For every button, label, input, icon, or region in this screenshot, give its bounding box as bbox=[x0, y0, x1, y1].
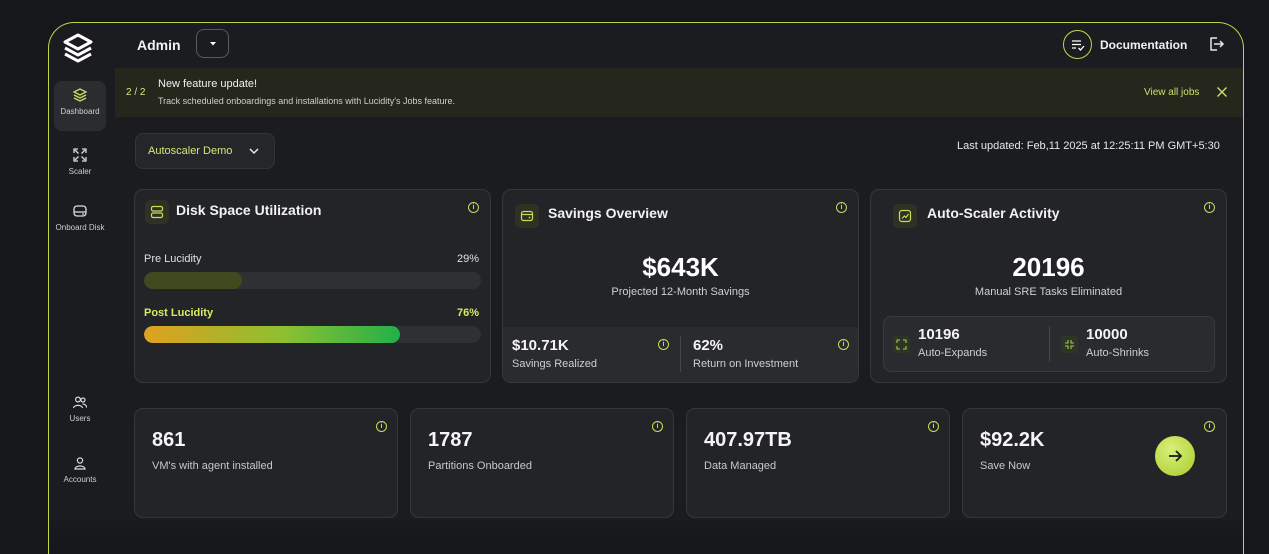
view-all-jobs-link[interactable]: View all jobs bbox=[1144, 87, 1200, 98]
stat-value: $92.2K bbox=[980, 429, 1045, 451]
stat-value: 1787 bbox=[428, 429, 473, 451]
sidebar-item-onboard-disk[interactable]: Onboard Disk bbox=[54, 197, 106, 249]
roi-label: Return on Investment bbox=[693, 358, 799, 370]
projected-savings-caption: Projected 12-Month Savings bbox=[611, 286, 750, 298]
auto-expands-value: 10196 bbox=[918, 326, 960, 343]
card-title: Disk Space Utilization bbox=[176, 202, 322, 218]
stat-value: 407.97TB bbox=[704, 429, 792, 451]
logo-icon[interactable] bbox=[61, 31, 95, 65]
stat-label: Partitions Onboarded bbox=[428, 460, 532, 472]
pre-lucidity-bar-fill bbox=[144, 272, 242, 289]
logout-icon[interactable] bbox=[1207, 35, 1225, 58]
layers-icon bbox=[72, 88, 88, 102]
disk-utilization-card: Disk Space Utilization i Pre Lucidity 29… bbox=[134, 189, 491, 383]
sidebar-item-dashboard[interactable]: Dashboard bbox=[54, 81, 106, 131]
info-icon[interactable]: i bbox=[928, 421, 939, 432]
sidebar-item-label: Dashboard bbox=[60, 107, 100, 116]
feature-banner: 2 / 2 New feature update! Track schedule… bbox=[115, 68, 1243, 117]
database-icon bbox=[145, 200, 169, 224]
bottom-fade bbox=[49, 516, 1243, 554]
disk-icon bbox=[73, 205, 87, 217]
document-check-icon bbox=[1063, 30, 1092, 59]
expand-icon bbox=[73, 148, 87, 162]
documentation-label: Documentation bbox=[1100, 37, 1188, 52]
stat-card-vms: 861 VM's with agent installed i bbox=[134, 408, 398, 518]
user-name: Admin bbox=[137, 37, 181, 53]
arrow-right-icon bbox=[1169, 450, 1183, 462]
post-lucidity-percent: 76% bbox=[457, 307, 480, 319]
post-lucidity-bar bbox=[144, 326, 481, 343]
caret-down-icon bbox=[209, 41, 216, 45]
auto-expands-label: Auto-Expands bbox=[918, 347, 988, 359]
wallet-icon bbox=[515, 204, 539, 228]
card-title: Savings Overview bbox=[548, 205, 668, 221]
sidebar-item-label: Scaler bbox=[68, 167, 92, 176]
user-icon bbox=[74, 457, 86, 470]
close-icon[interactable] bbox=[1216, 85, 1228, 103]
projected-savings-value: $643K bbox=[642, 252, 719, 282]
app-window: Dashboard Scaler Onboard Disk bbox=[48, 22, 1244, 554]
demo-selector[interactable]: Autoscaler Demo bbox=[135, 133, 275, 169]
stat-label: Data Managed bbox=[704, 460, 777, 472]
info-icon[interactable]: i bbox=[838, 339, 849, 350]
info-icon[interactable]: i bbox=[658, 339, 669, 350]
auto-shrinks-value: 10000 bbox=[1086, 326, 1128, 343]
info-icon[interactable]: i bbox=[1204, 421, 1215, 432]
banner-title: New feature update! bbox=[158, 78, 258, 90]
divider bbox=[680, 336, 681, 372]
auto-shrinks-label: Auto-Shrinks bbox=[1086, 347, 1149, 359]
pre-lucidity-bar bbox=[144, 272, 481, 289]
info-icon[interactable]: i bbox=[1204, 202, 1215, 213]
shrink-icon bbox=[1061, 336, 1078, 353]
pre-lucidity-percent: 29% bbox=[457, 253, 480, 265]
roi-value: 62% bbox=[693, 337, 724, 354]
info-icon[interactable]: i bbox=[468, 202, 479, 213]
banner-counter: 2 / 2 bbox=[126, 87, 146, 98]
chevron-down-icon bbox=[249, 148, 259, 155]
pre-lucidity-label: Pre Lucidity bbox=[144, 253, 202, 265]
sidebar: Dashboard Scaler Onboard Disk bbox=[49, 23, 111, 554]
stat-value: 861 bbox=[152, 429, 186, 451]
info-icon[interactable]: i bbox=[652, 421, 663, 432]
info-icon[interactable]: i bbox=[836, 202, 847, 213]
banner-subtitle: Track scheduled onboardings and installa… bbox=[158, 96, 456, 106]
info-icon[interactable]: i bbox=[376, 421, 387, 432]
stat-label: Save Now bbox=[980, 460, 1031, 472]
post-lucidity-bar-fill bbox=[144, 326, 401, 343]
savings-realized-value: $10.71K bbox=[512, 337, 569, 354]
post-lucidity-label: Post Lucidity bbox=[144, 307, 214, 319]
save-now-button[interactable] bbox=[1155, 436, 1195, 476]
sidebar-item-label: Accounts bbox=[63, 475, 97, 484]
sidebar-item-users[interactable]: Users bbox=[54, 388, 106, 428]
stat-card-data-managed: 407.97TB Data Managed i bbox=[686, 408, 950, 518]
autoscaler-subpanel: 10196 Auto-Expands 10000 Auto-Shrinks bbox=[883, 316, 1215, 372]
stat-card-partitions: 1787 Partitions Onboarded i bbox=[410, 408, 674, 518]
demo-selector-value: Autoscaler Demo bbox=[148, 145, 233, 157]
savings-overview-card: Savings Overview i $643K Projected 12-Mo… bbox=[502, 189, 859, 383]
sidebar-item-accounts[interactable]: Accounts bbox=[54, 449, 106, 489]
users-icon bbox=[72, 396, 88, 409]
user-menu-dropdown[interactable] bbox=[196, 29, 229, 58]
last-updated-text: Last updated: Feb,11 2025 at 12:25:11 PM… bbox=[957, 140, 1220, 152]
expand-icon bbox=[893, 336, 910, 353]
card-title: Auto-Scaler Activity bbox=[927, 205, 1060, 221]
stat-card-save-now: $92.2K Save Now i bbox=[962, 408, 1227, 518]
savings-subpanel: $10.71K Savings Realized i 62% Return on… bbox=[503, 327, 858, 382]
sidebar-item-label: Onboard Disk bbox=[55, 223, 105, 232]
savings-realized-label: Savings Realized bbox=[512, 358, 597, 370]
sidebar-item-label: Users bbox=[69, 414, 91, 423]
sre-tasks-eliminated-caption: Manual SRE Tasks Eliminated bbox=[974, 286, 1123, 298]
stat-label: VM's with agent installed bbox=[152, 460, 273, 472]
sre-tasks-eliminated-value: 20196 bbox=[1012, 252, 1085, 282]
trend-chart-icon bbox=[893, 204, 917, 228]
sidebar-item-scaler[interactable]: Scaler bbox=[54, 141, 106, 183]
autoscaler-activity-card: Auto-Scaler Activity i 20196 Manual SRE … bbox=[870, 189, 1227, 383]
divider bbox=[1049, 326, 1050, 362]
documentation-button[interactable]: Documentation bbox=[1063, 30, 1187, 59]
